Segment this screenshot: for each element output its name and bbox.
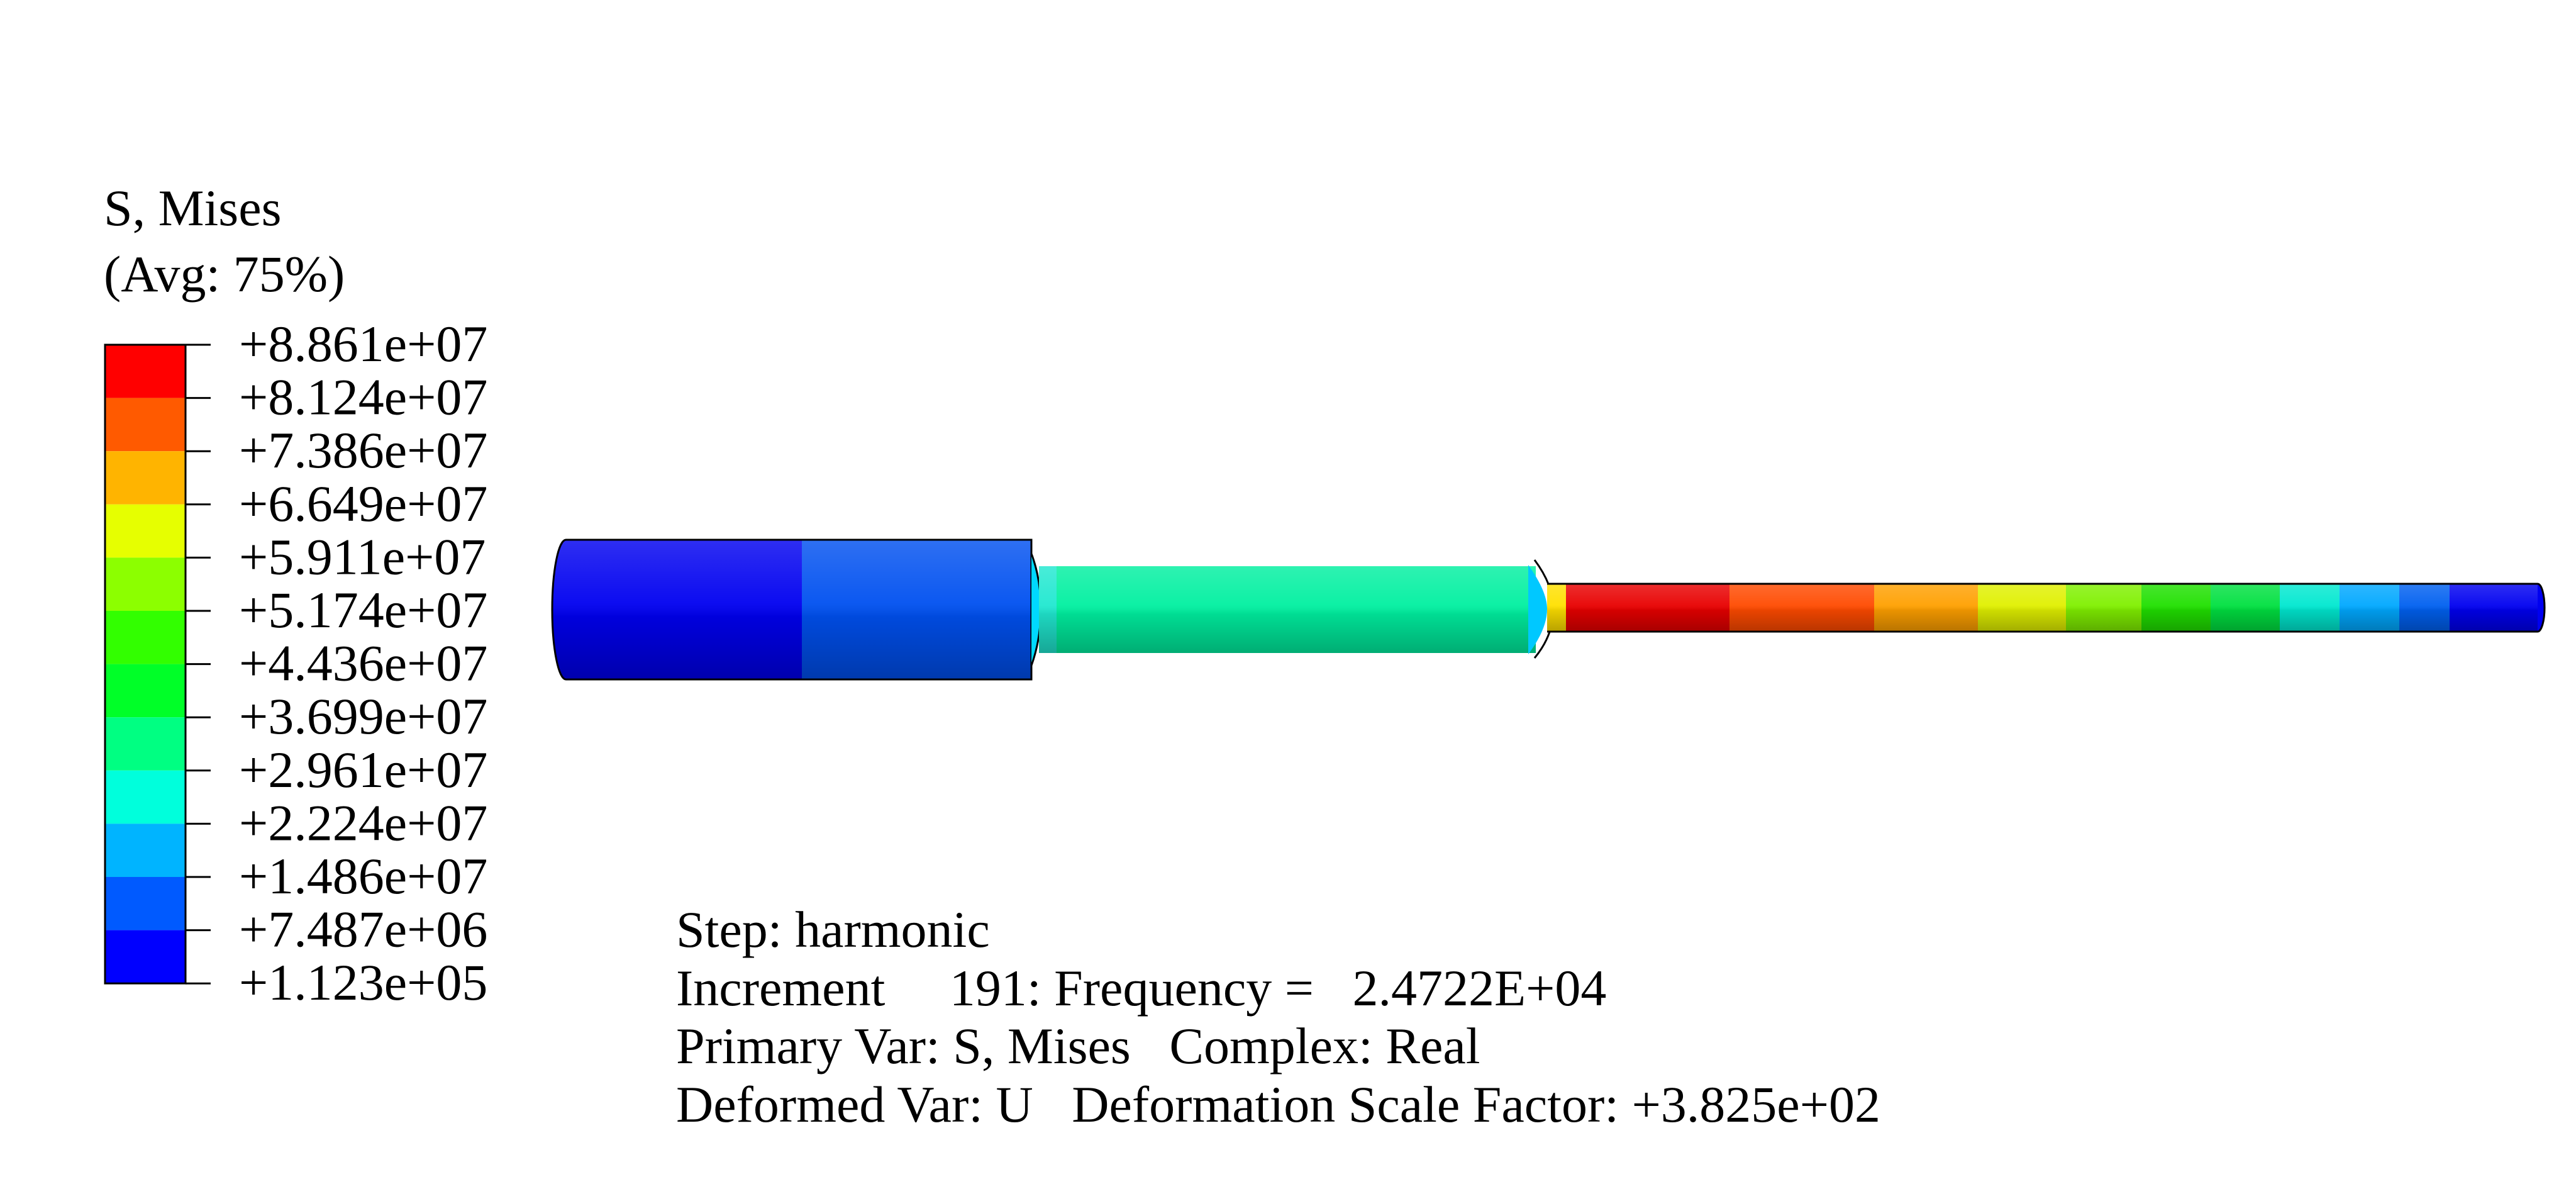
- legend-swatch: [105, 398, 186, 452]
- legend-swatch: [105, 770, 186, 824]
- legend-subtitle: (Avg: 75%): [104, 245, 345, 303]
- legend-swatch: [105, 611, 186, 664]
- legend-swatch: [105, 557, 186, 611]
- legend-label: +3.699e+07: [239, 688, 487, 745]
- legend-label: +8.124e+07: [239, 369, 487, 426]
- legend-label: +7.487e+06: [239, 901, 487, 958]
- legend-label: +8.861e+07: [239, 315, 487, 372]
- legend-swatch: [105, 345, 186, 398]
- large-cylinder-section: [551, 539, 1033, 681]
- legend-swatch: [105, 877, 186, 930]
- small-cylinder-section: [1547, 583, 2546, 633]
- legend-swatch: [105, 930, 186, 984]
- legend-label: +2.961e+07: [239, 741, 487, 798]
- legend-swatch: [105, 664, 186, 718]
- increment-label: Increment 191: Frequency = 2.4722E+04: [676, 959, 1607, 1017]
- legend-swatch: [105, 823, 186, 877]
- primary-var-label: Primary Var: S, Mises Complex: Real: [676, 1017, 1480, 1075]
- legend-title: S, Mises: [104, 179, 282, 237]
- legend-label: +7.386e+07: [239, 421, 487, 479]
- legend-swatch: [105, 717, 186, 771]
- legend-swatch: [105, 504, 186, 558]
- legend-label: +1.486e+07: [239, 847, 487, 905]
- legend-label: +6.649e+07: [239, 475, 487, 532]
- middle-cylinder-section: [1030, 553, 1555, 666]
- color-legend: +8.861e+07+8.124e+07+7.386e+07+6.649e+07…: [104, 315, 487, 1011]
- legend-label: +4.436e+07: [239, 635, 487, 692]
- deformed-var-label: Deformed Var: U Deformation Scale Factor…: [676, 1076, 1880, 1133]
- step-label: Step: harmonic: [676, 901, 990, 958]
- legend-label: +1.123e+05: [239, 954, 487, 1011]
- legend-label: +5.174e+07: [239, 581, 487, 639]
- legend-swatch: [105, 451, 186, 505]
- legend-label: +5.911e+07: [239, 528, 486, 585]
- legend-label: +2.224e+07: [239, 794, 487, 851]
